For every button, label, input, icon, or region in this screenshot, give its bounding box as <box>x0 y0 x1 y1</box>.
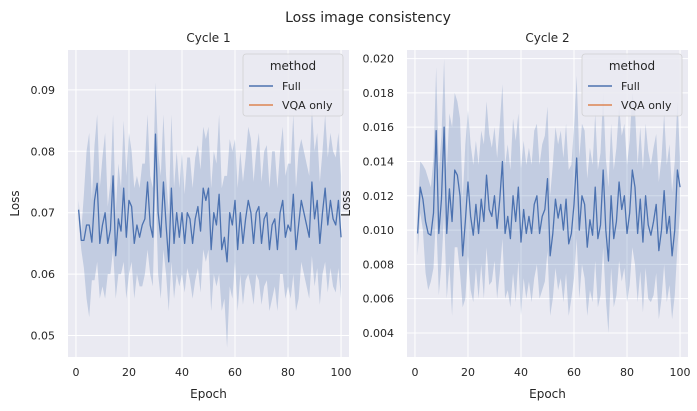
y-tick-label: 0.004 <box>363 327 395 340</box>
y-tick-label: 0.020 <box>363 53 395 66</box>
legend-title: method <box>270 59 316 73</box>
panel-cycle-1: 0.05 0.06 0.07 0.08 0.09 0 20 40 60 80 100 Epoch Los… <box>8 31 352 401</box>
x-tick-label: 40 <box>514 366 528 379</box>
x-tick-label: 0 <box>72 366 79 379</box>
y-tick-label: 0.05 <box>31 330 56 343</box>
x-tick-label: 100 <box>331 366 352 379</box>
legend-label: Full <box>282 80 301 93</box>
x-tick-label: 100 <box>670 366 691 379</box>
y-tick-label: 0.09 <box>31 84 56 97</box>
y-axis-label: Loss <box>339 190 353 216</box>
y-axis-label: Loss <box>8 190 22 216</box>
y-tick-label: 0.07 <box>31 207 56 220</box>
panel-title: Cycle 2 <box>525 31 569 45</box>
y-tick-label: 0.014 <box>363 155 395 168</box>
series-line-full <box>416 126 681 262</box>
y-tick-label: 0.08 <box>31 145 56 158</box>
legend-box <box>581 53 683 117</box>
series-line-full <box>77 133 342 263</box>
figure-suptitle: Loss image consistency <box>285 10 451 26</box>
y-tick-label: 0.010 <box>363 224 395 237</box>
legend-label: VQA only <box>621 99 672 112</box>
y-tick-label: 0.016 <box>363 121 395 134</box>
x-tick-label: 60 <box>228 366 242 379</box>
y-tick-label: 0.06 <box>31 268 56 281</box>
x-tick-label: 0 <box>411 366 418 379</box>
y-tick-label: 0.012 <box>363 190 395 203</box>
y-tick-label: 0.006 <box>363 293 395 306</box>
x-tick-label: 80 <box>620 366 634 379</box>
x-tick-label: 60 <box>567 366 581 379</box>
legend: method Full VQA only <box>242 53 344 117</box>
confidence-band-full <box>417 58 681 333</box>
legend-label: VQA only <box>282 99 333 112</box>
legend: method Full VQA only <box>581 53 683 117</box>
x-tick-label: 20 <box>122 366 136 379</box>
panel-title: Cycle 1 <box>186 31 230 45</box>
x-tick-label: 40 <box>175 366 189 379</box>
legend-label: Full <box>621 80 640 93</box>
x-axis-label: Epoch <box>529 387 566 401</box>
legend-box <box>242 53 344 117</box>
legend-title: method <box>609 59 655 73</box>
x-tick-label: 20 <box>461 366 475 379</box>
y-tick-label: 0.008 <box>363 258 395 271</box>
x-axis-label: Epoch <box>190 387 227 401</box>
panel-cycle-2: 0.004 0.006 0.008 0.010 0.012 0.014 0.016 0.018… <box>339 31 691 401</box>
y-tick-label: 0.018 <box>363 87 395 100</box>
x-tick-label: 80 <box>281 366 295 379</box>
